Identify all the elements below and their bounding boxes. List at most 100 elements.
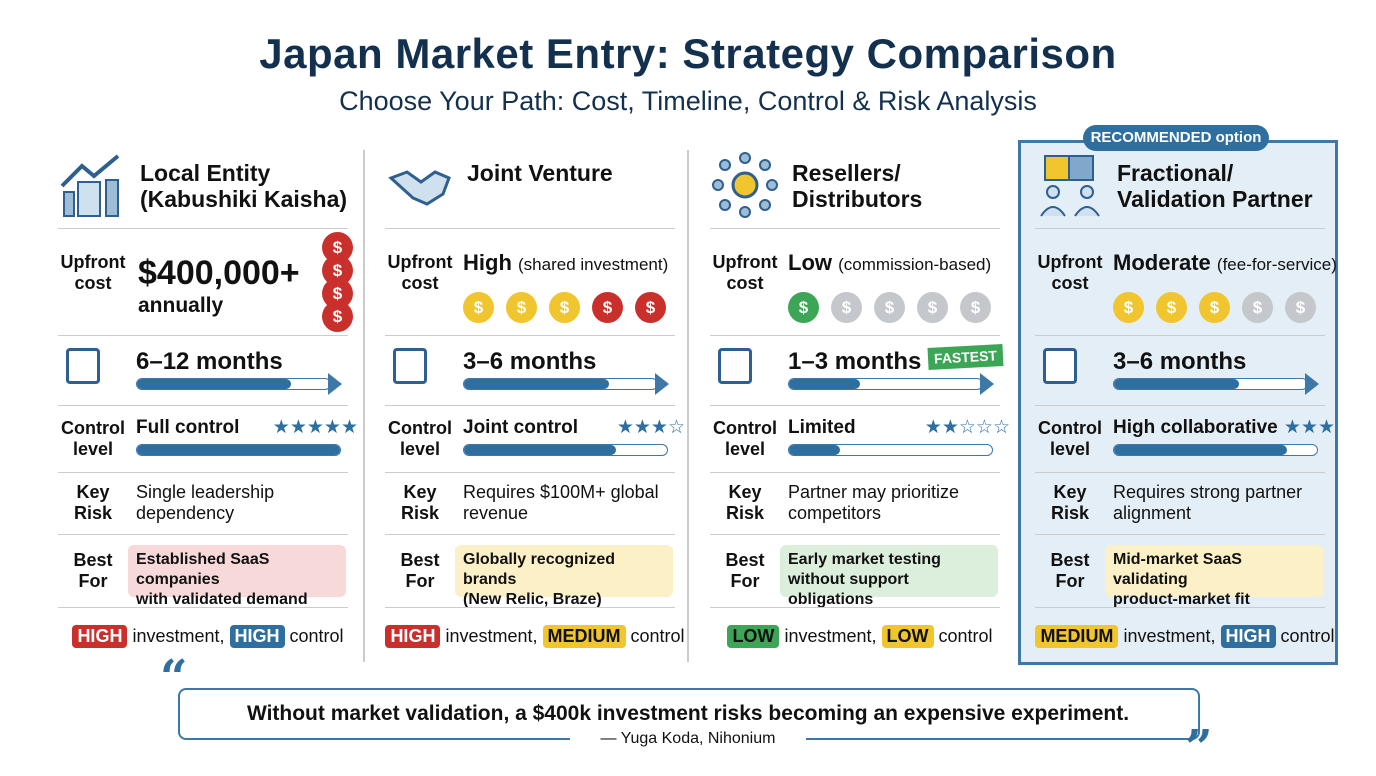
control-row: Full control ★★★★★ xyxy=(136,417,358,439)
star-filled-icon: ★ xyxy=(616,417,634,438)
coin-gray-icon: $ xyxy=(874,292,905,323)
divider xyxy=(58,472,348,473)
strategy-column: Resellers/ Distributors Upfront cost Low… xyxy=(710,140,1010,665)
control-value: High collaborative xyxy=(1113,417,1278,438)
strategy-name: Resellers/ Distributors xyxy=(792,160,923,212)
key-risk-text: Requires strong partner alignment xyxy=(1113,482,1303,523)
control-word: control xyxy=(1280,626,1335,646)
control-bar xyxy=(463,444,668,456)
column-divider xyxy=(363,150,365,662)
divider xyxy=(385,534,675,535)
key-risk-label: Key Risk xyxy=(725,482,765,523)
upfront-cost-label: Upfront cost xyxy=(387,252,453,293)
cost-value: High xyxy=(463,250,512,275)
divider xyxy=(710,405,1000,406)
star-filled-icon: ★ xyxy=(272,417,290,438)
network-hub-icon xyxy=(712,152,778,218)
cost-note: (commission-based) xyxy=(838,255,992,274)
timeline-bar xyxy=(463,378,658,390)
puzzle-partners-icon xyxy=(1037,152,1103,218)
control-stars: ★★★ xyxy=(1284,417,1335,439)
recommended-badge: RECOMMENDED option xyxy=(1083,125,1269,151)
summary-line: HIGH investment, MEDIUM control xyxy=(385,625,685,648)
arrow-icon xyxy=(1305,373,1319,395)
key-risk-text: Single leadership dependency xyxy=(136,482,275,523)
best-for-text: Mid-market SaaS validating product-marke… xyxy=(1105,545,1323,608)
strategy-name: Local Entity (Kabushiki Kaisha) xyxy=(140,160,348,212)
divider xyxy=(1035,405,1325,406)
divider xyxy=(385,335,675,336)
investment-level-badge: HIGH xyxy=(72,625,128,648)
timeline-value: 3–6 months xyxy=(1113,348,1247,375)
star-empty-icon: ☆ xyxy=(667,417,685,438)
timeline-bar xyxy=(136,378,331,390)
coin-yellow-icon: $ xyxy=(549,292,580,323)
control-bar xyxy=(788,444,993,456)
control-level-badge: HIGH xyxy=(229,625,285,648)
key-risk-text: Requires $100M+ global revenue xyxy=(463,482,659,523)
open-quote-icon: “ xyxy=(160,650,188,706)
investment-level-badge: MEDIUM xyxy=(1035,625,1119,648)
star-filled-icon: ★ xyxy=(340,417,358,438)
upfront-cost-label: Upfront cost xyxy=(60,252,126,293)
divider xyxy=(385,228,675,229)
control-stars: ★★★☆ xyxy=(617,417,685,439)
control-level-label: Control level xyxy=(1038,418,1102,459)
divider xyxy=(58,607,348,608)
star-filled-icon: ★ xyxy=(924,417,942,438)
star-filled-icon: ★ xyxy=(323,417,341,438)
investment-word: investment, xyxy=(1123,626,1216,646)
control-value: Full control xyxy=(136,417,240,438)
divider xyxy=(385,607,675,608)
building-growth-icon xyxy=(60,152,126,218)
coin-rating: $ $ $ $ $ xyxy=(463,292,666,323)
investment-word: investment, xyxy=(132,626,225,646)
star-filled-icon: ★ xyxy=(650,417,668,438)
best-for-label: Best For xyxy=(1050,550,1090,591)
investment-level-badge: HIGH xyxy=(385,625,441,648)
arrow-icon xyxy=(328,373,342,395)
control-bar xyxy=(1113,444,1318,456)
coin-green-icon: $ xyxy=(788,292,819,323)
coin-gray-icon: $ xyxy=(831,292,862,323)
timeline-bar xyxy=(1113,378,1308,390)
cost-note: (shared investment) xyxy=(518,255,669,274)
control-level-badge: MEDIUM xyxy=(542,625,626,648)
divider xyxy=(58,534,348,535)
investment-level-badge: LOW xyxy=(727,625,780,648)
timeline-value: 3–6 months xyxy=(463,348,597,375)
best-for-text: Globally recognized brands (New Relic, B… xyxy=(455,545,673,608)
star-filled-icon: ★ xyxy=(1300,417,1318,438)
star-empty-icon: ☆ xyxy=(958,417,976,438)
divider xyxy=(710,607,1000,608)
control-bar xyxy=(136,444,341,456)
divider xyxy=(1035,534,1325,535)
star-filled-icon: ★ xyxy=(1283,417,1301,438)
control-stars: ★★☆☆☆ xyxy=(925,417,1010,439)
summary-line: LOW investment, LOW control xyxy=(710,625,1010,648)
best-for-label: Best For xyxy=(725,550,765,591)
divider xyxy=(710,472,1000,473)
cost-value: $400,000+ xyxy=(138,254,300,292)
control-word: control xyxy=(289,626,344,646)
arrow-icon xyxy=(980,373,994,395)
cost-note: annually xyxy=(138,294,224,317)
control-level-label: Control level xyxy=(388,418,452,459)
coin-rating: $ $ $ $ $ xyxy=(788,292,991,323)
control-row: High collaborative ★★★ xyxy=(1113,417,1335,439)
divider xyxy=(385,472,675,473)
strategy-name: Joint Venture xyxy=(467,160,613,186)
best-for-text: Established SaaS companies with validate… xyxy=(128,545,346,608)
calendar-icon xyxy=(1043,348,1077,384)
divider xyxy=(1035,607,1325,608)
control-level-badge: LOW xyxy=(881,625,934,648)
coin-yellow-icon: $ xyxy=(1156,292,1187,323)
divider xyxy=(1035,228,1325,229)
column-divider xyxy=(687,150,689,662)
coin-gray-icon: $ xyxy=(1242,292,1273,323)
strategy-column: Joint Venture Upfront cost High (shared … xyxy=(385,140,685,665)
star-filled-icon: ★ xyxy=(633,417,651,438)
calendar-icon xyxy=(393,348,427,384)
cost-note: (fee-for-service) xyxy=(1216,255,1337,274)
divider xyxy=(58,228,348,229)
